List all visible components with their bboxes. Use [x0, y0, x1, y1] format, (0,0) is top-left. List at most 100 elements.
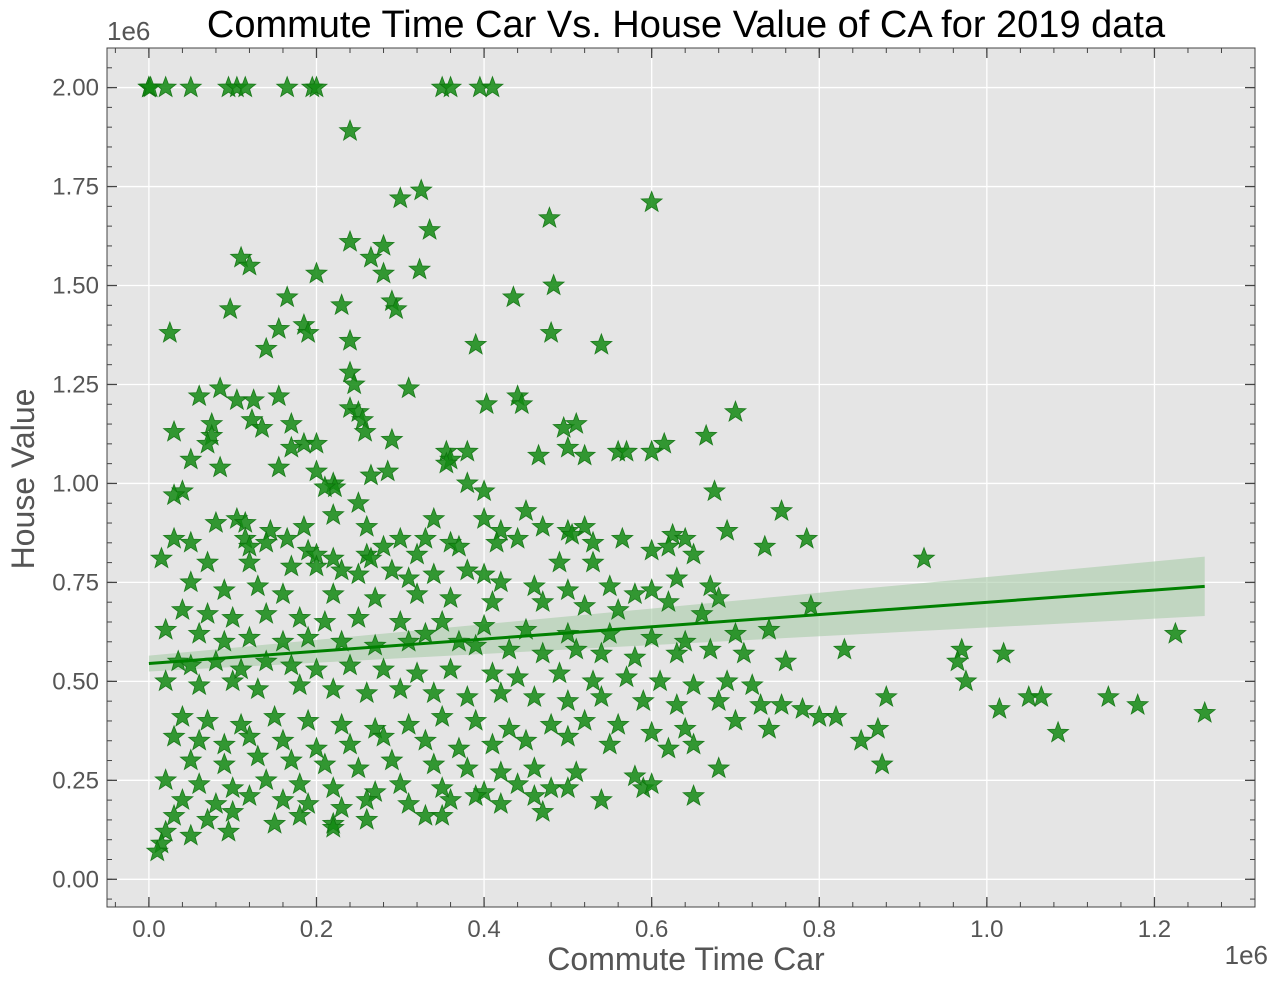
x-tick-label-4: 0.8: [803, 916, 836, 943]
scatter-point-82: [640, 439, 664, 462]
scatter-point-353: [439, 787, 463, 810]
scatter-point-89: [526, 443, 551, 466]
y-tick-label-1: 0.25: [52, 767, 99, 794]
scatter-point-198: [640, 625, 664, 648]
scatter-point-170: [212, 578, 236, 601]
scatter-point-271: [1096, 685, 1120, 708]
scatter-point-45: [338, 360, 362, 383]
scatter-point-350: [330, 795, 354, 818]
scatter-point-274: [1163, 621, 1187, 644]
scatter-point-71: [304, 431, 329, 454]
scatter-point-311: [514, 728, 538, 751]
scatter-point-268: [987, 696, 1011, 719]
scatter-point-81: [614, 439, 639, 462]
scatter-point-91: [376, 459, 400, 482]
scatter-point-47: [397, 376, 421, 399]
scatter-point-267: [874, 685, 898, 708]
scatter-point-217: [589, 641, 613, 664]
scatter-point-199: [673, 629, 697, 652]
scatter-point-325: [489, 760, 513, 783]
scatter-point-348: [271, 787, 295, 810]
scatter-point-226: [945, 649, 970, 672]
scatter-point-28: [408, 257, 432, 280]
scatter-point-372: [179, 823, 203, 846]
scatter-point-148: [656, 534, 680, 557]
scatter-point-316: [179, 748, 203, 771]
scatter-point-359: [195, 807, 220, 830]
scatter-point-88: [573, 443, 597, 466]
scatter-point-114: [531, 514, 555, 537]
scatter-point-162: [522, 574, 546, 597]
scatter-point-52: [510, 392, 534, 415]
scatter-point-18: [537, 206, 561, 229]
x-tick-label-6: 1.2: [1138, 916, 1171, 943]
scatter-point-256: [422, 681, 446, 704]
scatter-point-146: [581, 550, 605, 573]
scatter-point-331: [187, 772, 211, 795]
scatter-point-123: [673, 526, 697, 549]
scatter-point-44: [254, 336, 278, 359]
scatter-point-223: [832, 637, 856, 660]
scatter-point-85: [267, 455, 291, 478]
scatter-point-366: [430, 803, 454, 826]
scatter-point-169: [179, 570, 203, 593]
scatter-point-231: [229, 657, 253, 680]
scatter-point-261: [589, 685, 613, 708]
scatter-point-208: [330, 629, 354, 652]
scatter-point-173: [321, 582, 345, 605]
scatter-point-259: [522, 685, 546, 708]
x-axis-label: Commute Time Car: [547, 941, 825, 977]
scatter-points: [137, 75, 1217, 862]
scatter-point-117: [581, 530, 605, 553]
scatter-point-318: [246, 744, 270, 767]
y-tick-label-0: 0.00: [52, 866, 99, 893]
scatter-point-360: [221, 799, 245, 822]
scatter-point-122: [661, 522, 685, 545]
scatter-point-41: [338, 328, 362, 351]
scatter-point-102: [573, 514, 597, 537]
scatter-point-96: [455, 471, 479, 494]
scatter-point-139: [405, 542, 429, 565]
scatter-point-289: [430, 704, 454, 727]
scatter-point-108: [258, 518, 282, 541]
scatter-point-290: [464, 708, 488, 731]
scatter-point-306: [338, 732, 362, 755]
scatter-point-79: [279, 435, 303, 458]
scatter-point-340: [506, 772, 530, 795]
scatter-point-33: [501, 285, 525, 308]
scatter-point-249: [187, 673, 211, 696]
scatter-point-46: [342, 372, 366, 395]
scatter-point-121: [753, 534, 777, 557]
scatter-point-207: [296, 625, 320, 648]
scatter-point-258: [489, 681, 513, 704]
scatter-point-66: [564, 411, 588, 434]
scatter-point-186: [195, 601, 220, 624]
scatter-point-320: [313, 752, 337, 775]
scatter-point-237: [405, 661, 429, 684]
scatter-point-176: [439, 586, 463, 609]
scatter-point-355: [522, 784, 546, 806]
scatter-point-10: [304, 75, 329, 98]
scatter-point-200: [723, 621, 748, 644]
scatter-point-111: [422, 506, 446, 529]
scatter-point-314: [656, 736, 680, 759]
scatter-point-25: [237, 253, 262, 276]
scatter-point-160: [472, 562, 496, 585]
scatter-point-151: [237, 550, 262, 573]
scatter-point-67: [162, 419, 186, 442]
scatter-point-156: [380, 558, 404, 581]
regression-line-path: [148, 584, 1205, 666]
scatter-point-321: [346, 756, 370, 779]
scatter-point-214: [497, 637, 521, 660]
scatter-point-364: [355, 807, 379, 830]
y-axis-offset-label: 1e6: [107, 16, 150, 46]
scatter-point-303: [237, 724, 262, 747]
scatter-point-15: [338, 118, 362, 141]
scatter-point-55: [475, 392, 499, 415]
scatter-point-202: [154, 617, 178, 640]
scatter-point-233: [279, 653, 303, 676]
scatter-point-152: [279, 554, 303, 577]
scatter-point-78: [195, 431, 220, 454]
scatter-point-83: [179, 447, 203, 470]
scatter-point-130: [275, 526, 299, 549]
